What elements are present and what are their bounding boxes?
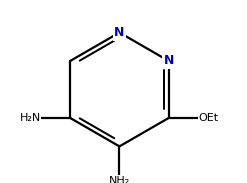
Text: N: N <box>164 55 174 68</box>
Text: OEt: OEt <box>198 113 218 123</box>
Text: NH₂: NH₂ <box>109 176 130 183</box>
Text: H₂N: H₂N <box>20 113 41 123</box>
Text: N: N <box>114 26 125 39</box>
